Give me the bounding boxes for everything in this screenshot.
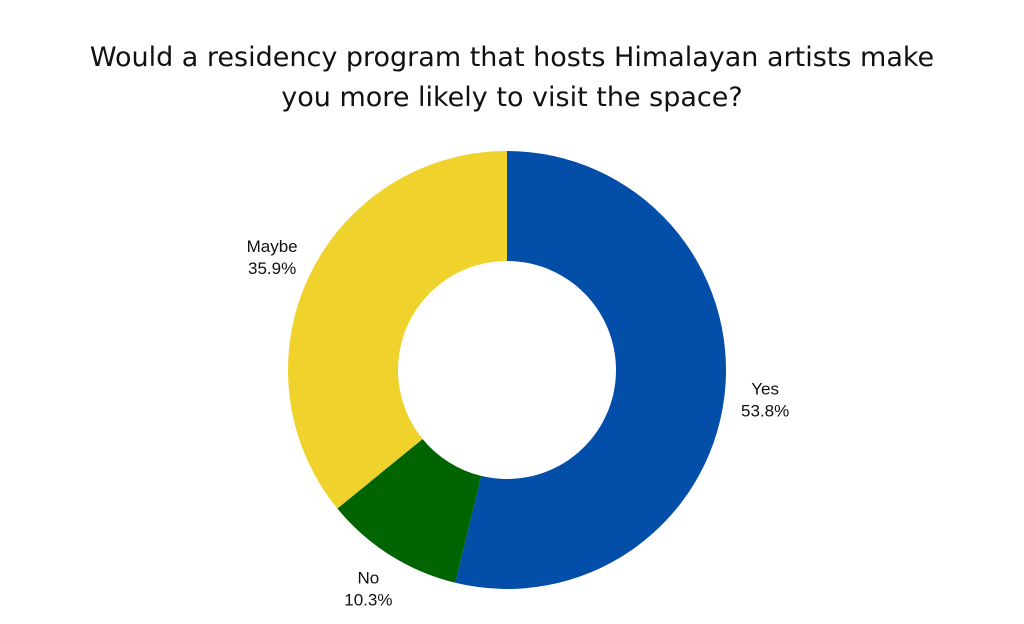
donut-slice <box>288 151 507 509</box>
slice-label: No <box>358 568 380 587</box>
slice-label: Yes <box>751 379 779 398</box>
donut-slice <box>337 438 482 583</box>
slice-label: Maybe <box>247 237 298 256</box>
slice-value-label: 35.9% <box>248 259 296 278</box>
chart-title: Would a residency program that hosts Him… <box>89 42 935 113</box>
slice-value-label: 10.3% <box>344 590 392 609</box>
slice-value-label: 53.8% <box>741 401 789 420</box>
donut-slice <box>455 151 726 589</box>
